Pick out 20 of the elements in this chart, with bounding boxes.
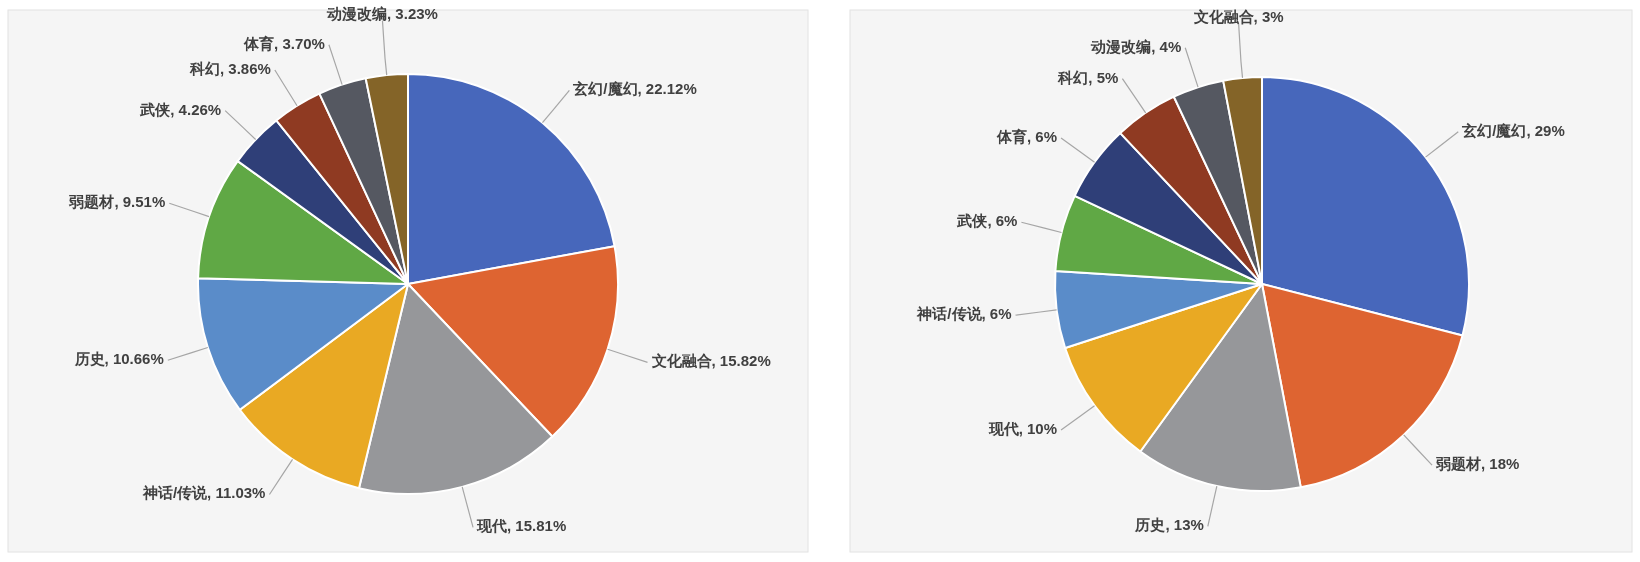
slice-label: 动漫改编, 4% [1090,37,1182,55]
slice-label: 体育, 3.70% [243,34,325,52]
slice-label: 现代, 10% [987,419,1058,437]
slice-label: 历史, 10.66% [73,350,164,368]
slice-label: 弱题材, 18% [1435,455,1520,473]
slice-label: 文化融合, 15.82% [650,352,771,370]
slice-label: 历史, 13% [1134,516,1204,534]
slice-label: 动漫改编, 3.23% [326,4,438,22]
slice-label: 神话/传说, 11.03% [141,484,266,502]
slice-label: 神话/传说, 6% [916,305,1012,323]
slice-label: 文化融合, 3% [1192,7,1284,25]
slice-label: 武侠, 4.26% [139,100,222,118]
slice-label: 弱题材, 9.51% [68,193,166,211]
slice-label: 科幻, 5% [1057,68,1119,86]
slice-label: 现代, 15.81% [476,517,567,535]
slice-label: 武侠, 6% [956,212,1018,230]
slice-label: 玄幻/魔幻, 22.12% [572,80,697,98]
slice-label: 科幻, 3.86% [188,60,271,78]
slice-label: 体育, 6% [996,127,1058,145]
slice-label: 玄幻/魔幻, 29% [1461,121,1565,139]
